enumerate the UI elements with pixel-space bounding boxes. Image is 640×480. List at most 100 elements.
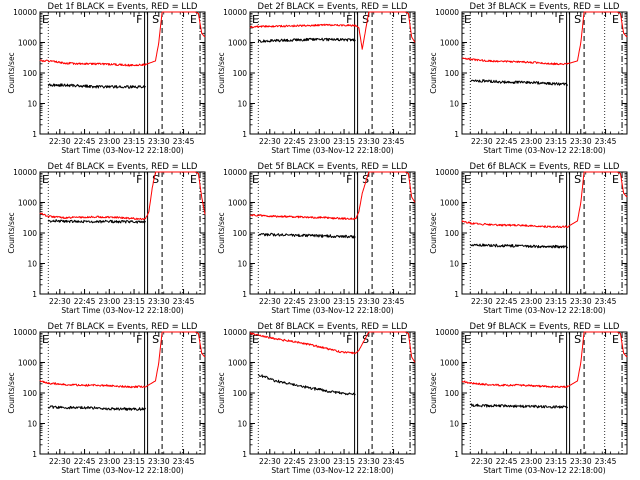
y-tick-label: 10000: [223, 168, 247, 177]
marker-label-e: E: [190, 333, 197, 346]
y-tick-label: 10: [27, 100, 37, 109]
x-tick-label: 22:45: [74, 297, 96, 306]
y-tick-label: 1000: [440, 39, 459, 48]
x-tick-label: 23:00: [308, 457, 330, 466]
marker-label-e: E: [42, 173, 49, 186]
panel-det-5: Det 5f BLACK = Events, RED = LLD 1 10 100 10…: [217, 162, 416, 315]
marker-label-e: E: [190, 13, 197, 26]
y-tick-label: 1: [32, 290, 37, 299]
x-tick-label: 23:15: [333, 457, 355, 466]
lld-series-line: [39, 171, 206, 221]
x-tick-label: 22:45: [284, 457, 306, 466]
marker-label-f: F: [558, 333, 564, 346]
panel-title: Det 6f BLACK = Events, RED = LLD: [470, 162, 620, 172]
x-tick-label: 23:15: [123, 297, 145, 306]
lld-series-line: [461, 171, 628, 229]
y-tick-label: 10: [449, 100, 459, 109]
y-tick-label: 10000: [435, 328, 459, 337]
y-tick-label: 100: [233, 69, 248, 78]
x-tick-label: 22:45: [496, 137, 518, 146]
y-tick-label: 1: [454, 290, 459, 299]
x-tick-label: 22:30: [471, 137, 493, 146]
panel-det-2: Det 2f BLACK = Events, RED = LLD 1 10 100 10…: [217, 2, 416, 155]
x-tick-label: 23:45: [173, 137, 195, 146]
y-tick-label: 10000: [435, 168, 459, 177]
y-axis-label: Counts/sec: [429, 52, 438, 93]
lld-series-line: [39, 11, 206, 67]
y-tick-label: 10000: [13, 328, 37, 337]
x-tick-label: 22:30: [259, 457, 281, 466]
marker-label-e: E: [252, 333, 259, 346]
x-tick-label: 23:15: [123, 137, 145, 146]
x-tick-label: 22:45: [496, 297, 518, 306]
marker-label-s: S: [362, 333, 369, 346]
y-tick-label: 100: [23, 229, 38, 238]
events-series-line: [257, 232, 356, 239]
x-tick-label: 23:30: [570, 297, 592, 306]
x-tick-label: 23:00: [520, 297, 542, 306]
marker-label-e: E: [464, 333, 471, 346]
marker-label-e: E: [400, 13, 407, 26]
y-tick-label: 100: [233, 229, 248, 238]
marker-label-s: S: [362, 13, 369, 26]
x-tick-label: 23:30: [148, 457, 170, 466]
x-tick-label: 23:45: [595, 297, 617, 306]
lld-series-line: [249, 331, 416, 363]
y-tick-label: 10: [237, 260, 247, 269]
y-tick-label: 10000: [223, 328, 247, 337]
x-axis-label: Start Time (03-Nov-12 22:18:00): [61, 146, 183, 155]
x-tick-label: 23:00: [308, 137, 330, 146]
marker-label-e: E: [252, 173, 259, 186]
y-axis-label: Counts/sec: [429, 212, 438, 253]
y-tick-label: 1: [32, 450, 37, 459]
x-tick-label: 23:15: [545, 297, 567, 306]
x-tick-label: 23:30: [148, 137, 170, 146]
y-tick-label: 1000: [228, 359, 247, 368]
x-tick-label: 22:30: [49, 137, 71, 146]
y-tick-label: 1000: [440, 359, 459, 368]
events-series-line: [469, 403, 569, 409]
lld-series-line: [249, 171, 416, 221]
lld-series-line: [461, 11, 628, 66]
y-axis-label: Counts/sec: [217, 372, 226, 413]
y-tick-label: 1: [242, 450, 247, 459]
y-tick-label: 10: [449, 260, 459, 269]
y-tick-label: 100: [23, 389, 38, 398]
lld-series-line: [461, 331, 628, 389]
plot-frame: [461, 171, 628, 295]
marker-label-e: E: [190, 173, 197, 186]
lld-series-line: [39, 331, 206, 389]
y-tick-label: 100: [23, 69, 38, 78]
y-axis-label: Counts/sec: [7, 372, 16, 413]
y-tick-label: 10: [27, 260, 37, 269]
y-axis-label: Counts/sec: [217, 52, 226, 93]
panel-title: Det 1f BLACK = Events, RED = LLD: [48, 2, 198, 12]
y-axis-label: Counts/sec: [7, 212, 16, 253]
panel-det-1: Det 1f BLACK = Events, RED = LLD 1 10 100 10…: [7, 2, 206, 155]
y-tick-label: 10: [237, 420, 247, 429]
marker-label-e: E: [464, 173, 471, 186]
y-tick-label: 10000: [13, 168, 37, 177]
marker-label-e: E: [42, 13, 49, 26]
marker-label-e: E: [612, 173, 619, 186]
panel-det-6: Det 6f BLACK = Events, RED = LLD 1 10 100 10…: [429, 162, 628, 315]
y-tick-label: 100: [445, 389, 460, 398]
lld-series-line: [249, 11, 416, 50]
panel-title: Det 4f BLACK = Events, RED = LLD: [48, 162, 198, 172]
y-tick-label: 1000: [440, 199, 459, 208]
x-tick-label: 22:30: [471, 297, 493, 306]
plot-frame: [249, 11, 416, 135]
y-axis-label: Counts/sec: [7, 52, 16, 93]
y-tick-label: 1000: [18, 359, 37, 368]
plot-frame: [249, 171, 416, 295]
marker-label-s: S: [574, 13, 581, 26]
marker-label-e: E: [400, 333, 407, 346]
x-axis-label: Start Time (03-Nov-12 22:18:00): [61, 466, 183, 475]
x-axis-label: Start Time (03-Nov-12 22:18:00): [483, 466, 605, 475]
marker-label-f: F: [558, 173, 564, 186]
y-tick-label: 1000: [18, 199, 37, 208]
panel-det-4: Det 4f BLACK = Events, RED = LLD 1 10 100 10…: [7, 162, 206, 315]
x-tick-label: 22:30: [49, 297, 71, 306]
events-series-line: [47, 219, 146, 224]
x-tick-label: 23:45: [383, 297, 405, 306]
